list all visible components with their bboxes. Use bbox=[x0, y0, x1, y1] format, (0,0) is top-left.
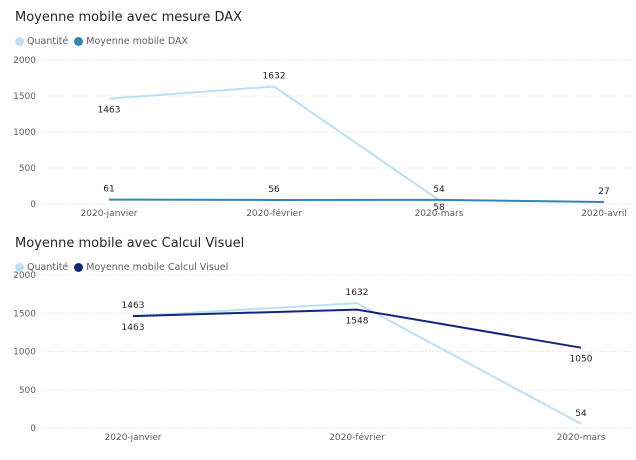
data-label: 27 bbox=[598, 187, 609, 197]
data-label: 56 bbox=[268, 185, 280, 195]
legend-marker-icon bbox=[15, 37, 24, 46]
legend-marker-icon bbox=[74, 263, 84, 272]
y-tick-label: 2000 bbox=[13, 271, 36, 281]
series-line bbox=[132, 308, 582, 349]
x-tick-label: 2020-mars bbox=[415, 209, 464, 219]
x-tick-label: 2020-février bbox=[329, 432, 385, 443]
data-label: 1463 bbox=[122, 301, 145, 311]
chart-plot-area: 0 500 1000 1500 2000 2020-janvier 2020-février… bbox=[13, 56, 632, 219]
data-label: 1548 bbox=[346, 317, 369, 327]
x-tick-label: 2020-mars bbox=[557, 433, 606, 443]
legend-item-quantite[interactable]: Quantité bbox=[15, 262, 68, 273]
data-label: 61 bbox=[103, 185, 114, 195]
y-tick-label: 2000 bbox=[13, 56, 36, 66]
y-tick-label: 0 bbox=[30, 200, 36, 210]
y-tick-label: 500 bbox=[19, 164, 36, 174]
series-line bbox=[132, 302, 582, 425]
series-line bbox=[108, 198, 605, 204]
chart-title: Moyenne mobile avec Calcul Visuel bbox=[15, 236, 245, 251]
data-label: 58 bbox=[433, 203, 445, 213]
chart-legend: Quantité Moyenne mobile Calcul Visuel bbox=[15, 262, 234, 273]
chart-moyenne-mobile-calcul-visuel: Moyenne mobile avec Calcul Visuel Quanti… bbox=[0, 226, 636, 460]
x-tick-label: 2020-janvier bbox=[105, 433, 162, 443]
chart-plot-area: 0 500 1000 1500 2000 2020-janvier 2020-février… bbox=[13, 271, 632, 443]
legend-marker-icon bbox=[15, 263, 24, 272]
y-tick-label: 1000 bbox=[13, 128, 36, 138]
x-tick-label: 2020-février bbox=[246, 208, 302, 219]
chart-legend: Quantité Moyenne mobile DAX bbox=[15, 36, 194, 47]
chart-title: Moyenne mobile avec mesure DAX bbox=[15, 10, 243, 25]
data-label: 1463 bbox=[122, 323, 145, 333]
legend-item-quantite[interactable]: Quantité bbox=[15, 36, 68, 47]
y-tick-label: 1000 bbox=[13, 348, 36, 358]
data-label: 1463 bbox=[98, 106, 121, 116]
y-tick-label: 1500 bbox=[13, 309, 36, 319]
y-tick-label: 500 bbox=[19, 386, 36, 396]
data-label: 54 bbox=[433, 185, 445, 195]
legend-label: Moyenne mobile Calcul Visuel bbox=[86, 262, 229, 273]
legend-item-moyenne-mobile-dax[interactable]: Moyenne mobile DAX bbox=[74, 36, 188, 47]
legend-label: Quantité bbox=[27, 262, 69, 273]
data-label: 1050 bbox=[570, 355, 593, 365]
data-label: 1632 bbox=[263, 71, 286, 81]
legend-label: Moyenne mobile DAX bbox=[86, 36, 189, 47]
chart-moyenne-mobile-dax: Moyenne mobile avec mesure DAX Quantité … bbox=[0, 0, 636, 222]
legend-marker-icon bbox=[74, 37, 84, 46]
legend-label: Quantité bbox=[27, 36, 69, 47]
y-tick-label: 1500 bbox=[13, 92, 36, 102]
y-tick-label: 0 bbox=[30, 424, 36, 434]
legend-item-moyenne-mobile-calcul-visuel[interactable]: Moyenne mobile Calcul Visuel bbox=[74, 262, 228, 273]
x-tick-label: 2020-avril bbox=[581, 209, 627, 219]
x-tick-label: 2020-janvier bbox=[81, 209, 138, 219]
data-label: 1632 bbox=[346, 288, 369, 298]
data-label: 54 bbox=[575, 409, 587, 419]
series-line bbox=[108, 85, 440, 201]
